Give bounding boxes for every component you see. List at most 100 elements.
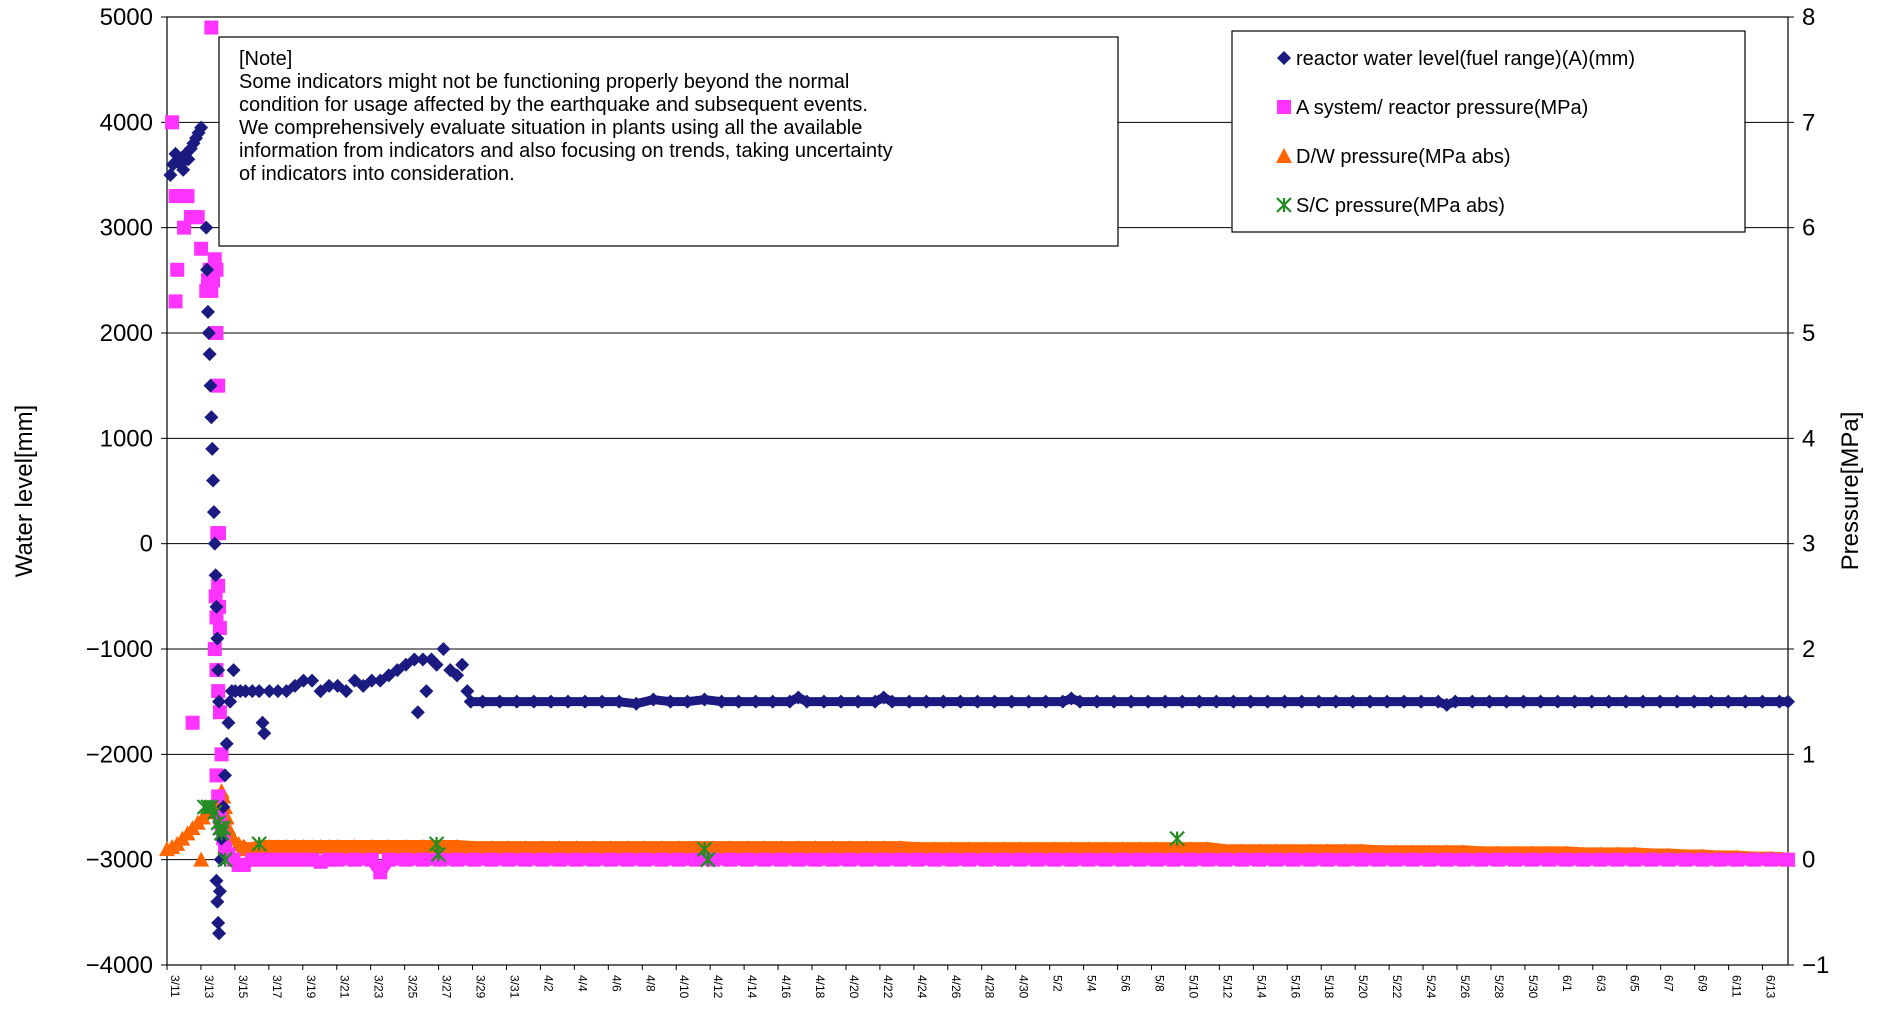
data-point	[430, 846, 447, 863]
y-right-tick-label: 4	[1802, 425, 1815, 452]
x-tick-label: 4/4	[575, 975, 589, 992]
note-line: information from indicators and also foc…	[239, 140, 893, 162]
data-point	[407, 652, 422, 667]
data-point	[205, 441, 220, 456]
data-point	[270, 684, 285, 699]
y-right-tick-label: 7	[1802, 109, 1815, 136]
note-box-frame	[218, 36, 1119, 247]
data-point	[208, 568, 223, 583]
data-point	[206, 273, 221, 288]
note-line: [Note]	[239, 48, 292, 70]
data-point	[207, 642, 222, 656]
legend-marker	[1276, 148, 1292, 163]
data-point	[200, 304, 215, 319]
data-point	[204, 410, 219, 425]
note-line: We comprehensively evaluate situation in…	[239, 117, 862, 139]
data-point	[201, 326, 216, 340]
data-point	[170, 262, 185, 277]
data-point	[194, 241, 209, 256]
series-0	[163, 120, 1795, 941]
y-right-tick-label: 0	[1802, 847, 1815, 874]
x-tick-label: 6/9	[1696, 975, 1710, 992]
data-point	[223, 694, 238, 709]
x-tick-label: 5/2	[1051, 975, 1065, 992]
y-right-tick-label: 5	[1802, 320, 1815, 347]
data-point	[221, 715, 236, 730]
data-point	[455, 657, 470, 672]
data-point	[696, 841, 713, 857]
x-tick-label: 5/8	[1152, 975, 1166, 992]
data-point	[212, 694, 227, 709]
x-tick-label: 4/6	[609, 975, 623, 992]
x-tick-label: 6/13	[1764, 975, 1778, 999]
tick-labels: 5000 4000 3000 2000 1000 0 −1000 −2000 −3000 −400…	[86, 4, 1830, 999]
series-marks	[159, 20, 1796, 941]
data-point	[419, 684, 434, 699]
data-point	[460, 684, 475, 699]
data-point	[429, 657, 444, 672]
y-right-tick-label: 8	[1802, 4, 1815, 31]
data-point	[209, 873, 224, 888]
data-point	[436, 642, 451, 656]
data-point	[208, 589, 223, 604]
data-point	[415, 652, 430, 667]
y-left-tick-label: 5000	[100, 4, 153, 31]
data-point	[209, 610, 224, 625]
x-tick-label: 5/26	[1458, 975, 1472, 999]
data-point	[204, 283, 219, 298]
x-tick-label: 5/12	[1220, 975, 1234, 999]
y-right-axis-title: Pressure[MPa]	[1837, 412, 1864, 571]
x-tick-label: 3/25	[406, 975, 420, 999]
y-right-tick-label: 2	[1802, 636, 1815, 663]
x-tick-label: 4/12	[711, 975, 725, 999]
x-tick-label: 4/24	[915, 975, 929, 999]
y-left-tick-label: 1000	[100, 425, 153, 452]
data-point	[322, 678, 337, 693]
x-tick-label: 3/13	[202, 975, 216, 999]
data-point	[339, 684, 354, 699]
y-right-tick-label: −1	[1802, 952, 1829, 979]
series-band	[237, 853, 1788, 879]
x-tick-label: 5/16	[1288, 975, 1302, 999]
x-tick-label: 5/18	[1322, 975, 1336, 999]
x-tick-label: 4/20	[847, 975, 861, 999]
data-point	[211, 378, 226, 393]
data-point	[206, 473, 221, 488]
data-point	[176, 162, 191, 177]
y-right-tick-label: 1	[1802, 741, 1815, 768]
y-left-tick-label: 3000	[100, 215, 153, 242]
y-left-tick-label: −1000	[86, 636, 153, 663]
x-tick-label: 6/11	[1730, 975, 1744, 998]
x-tick-label: 5/20	[1356, 975, 1370, 999]
data-point	[211, 663, 226, 678]
x-tick-label: 6/5	[1628, 975, 1642, 992]
data-point	[212, 705, 227, 720]
x-tick-label: 3/11	[168, 975, 182, 998]
data-point	[210, 631, 225, 646]
x-tick-label: 3/27	[440, 975, 454, 999]
data-point	[217, 851, 233, 868]
note-line: Some indicators might not be functioning…	[239, 71, 849, 93]
x-tick-label: 3/21	[338, 975, 352, 999]
data-point	[209, 326, 224, 340]
legend-label: S/C pressure(MPa abs)	[1296, 195, 1505, 217]
legend-label: D/W pressure(MPa abs)	[1296, 146, 1511, 168]
data-point	[410, 705, 425, 720]
data-point	[181, 152, 196, 167]
x-tick-label: 5/28	[1492, 975, 1506, 999]
data-point	[193, 851, 210, 867]
x-tick-label: 3/15	[236, 975, 250, 999]
data-point	[219, 736, 234, 751]
legend-marker	[1277, 100, 1291, 114]
data-point	[212, 620, 227, 635]
data-point	[194, 120, 209, 135]
y-right-tick-label: 6	[1802, 215, 1815, 242]
data-point	[210, 894, 225, 909]
legend-marker	[1276, 197, 1292, 213]
x-tick-label: 4/2	[541, 975, 555, 992]
x-tick-label: 5/6	[1119, 975, 1133, 992]
note-line: condition for usage affected by the eart…	[239, 94, 868, 116]
series-band	[470, 692, 1788, 710]
y-right-tick-label: 3	[1802, 531, 1815, 558]
